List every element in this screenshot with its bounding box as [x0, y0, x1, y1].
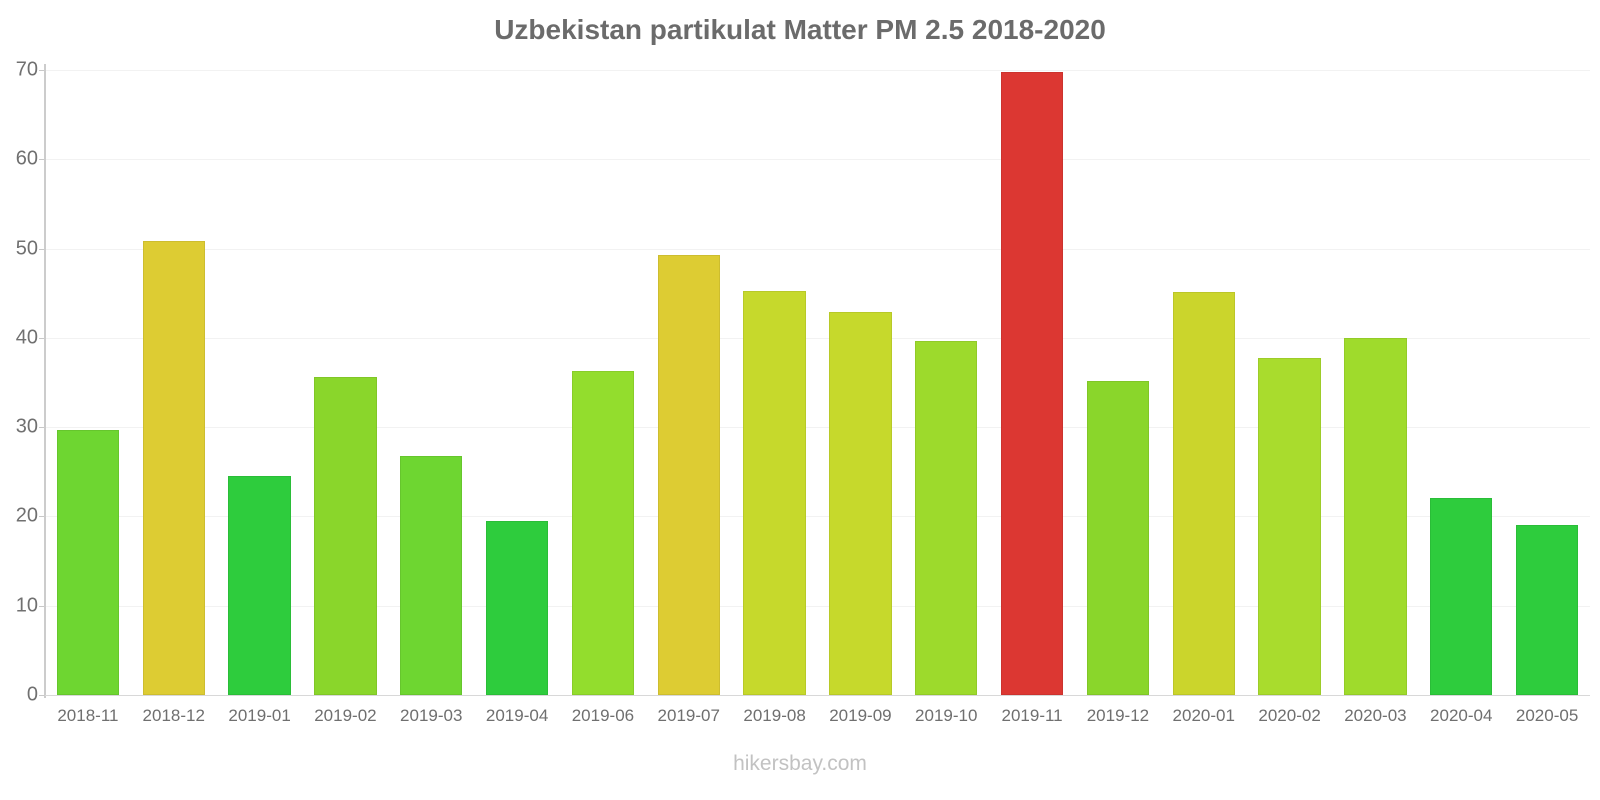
bar-2020-02[interactable] — [1258, 358, 1321, 695]
gridline — [45, 70, 1590, 71]
gridline — [45, 605, 1590, 607]
watermark-label: hikersbay.com — [733, 752, 867, 775]
gridline — [45, 248, 1590, 250]
bar-2019-03[interactable] — [400, 455, 463, 695]
x-axis-line — [45, 695, 1590, 696]
y-axis-tick-label: 70 — [15, 58, 38, 81]
y-axis-tick-mark — [39, 248, 45, 250]
gridline — [45, 427, 1590, 429]
x-axis-tick-label: 2020-03 — [1344, 706, 1407, 725]
bar-2019-12[interactable] — [1086, 380, 1150, 695]
x-axis-tick-label: 2019-09 — [829, 706, 892, 725]
bar-2019-02[interactable] — [314, 377, 377, 695]
y-axis-tick-mark — [39, 695, 45, 696]
y-axis-tick-label: 30 — [15, 415, 38, 438]
bar-2020-03[interactable] — [1344, 337, 1407, 695]
gridline — [45, 337, 1590, 339]
bar-2019-01[interactable] — [228, 476, 291, 695]
x-axis-tick-label: 2019-01 — [228, 706, 291, 725]
y-axis-tick-label: 0 — [26, 683, 38, 706]
y-axis-tick-mark — [39, 516, 45, 518]
y-axis-tick-mark — [39, 605, 45, 607]
y-axis-tick-label: 50 — [15, 237, 38, 260]
y-axis-tick-label: 20 — [15, 504, 38, 527]
x-axis-tick-label: 2019-10 — [915, 706, 978, 725]
x-axis-tick-label: 2019-03 — [400, 706, 463, 725]
y-axis-tick-mark — [39, 70, 45, 71]
bar-2019-11[interactable] — [1000, 71, 1064, 695]
bar-2019-10[interactable] — [915, 340, 978, 695]
x-axis-tick-label: 2020-05 — [1515, 706, 1579, 725]
x-axis-tick-label: 2020-01 — [1172, 706, 1235, 725]
bar-2018-11[interactable] — [56, 429, 120, 695]
x-axis-tick-label: 2018-11 — [57, 706, 119, 725]
x-axis-tick-label: 2019-06 — [571, 706, 635, 725]
bar-2019-09[interactable] — [829, 311, 892, 695]
y-axis-tick-label: 60 — [15, 147, 38, 170]
y-axis-tick-label: 10 — [15, 594, 38, 617]
bars-plot-area — [45, 70, 1590, 695]
y-axis-tick-mark — [39, 159, 45, 161]
bar-2019-04[interactable] — [485, 520, 549, 695]
y-axis-tick-mark — [39, 337, 45, 339]
x-axis-tick-label: 2020-02 — [1258, 706, 1321, 725]
bar-2019-07[interactable] — [657, 254, 720, 695]
y-axis-line — [44, 64, 46, 698]
bar-2018-12[interactable] — [142, 240, 205, 695]
y-axis-tick-mark — [39, 427, 45, 429]
y-axis-tick-label: 40 — [15, 326, 38, 349]
x-axis-tick-label: 2019-02 — [314, 706, 377, 725]
bar-2020-05[interactable] — [1515, 525, 1579, 695]
bar-2019-06[interactable] — [571, 370, 635, 695]
x-axis-tick-label: 2019-11 — [1001, 706, 1063, 725]
bar-2020-01[interactable] — [1172, 292, 1235, 695]
bar-2020-04[interactable] — [1430, 497, 1493, 695]
x-axis-tick-label: 2019-07 — [657, 706, 720, 725]
x-axis-tick-label: 2019-08 — [743, 706, 806, 725]
x-axis-tick-label: 2019-04 — [485, 706, 549, 725]
gridline — [45, 159, 1590, 161]
bar-2019-08[interactable] — [743, 290, 806, 695]
page-title: Uzbekistan partikulat Matter PM 2.5 2018… — [494, 14, 1106, 45]
x-axis-tick-label: 2019-12 — [1086, 706, 1150, 725]
x-axis-tick-label: 2020-04 — [1430, 706, 1493, 725]
gridline — [45, 516, 1590, 518]
x-axis-tick-label: 2018-12 — [142, 706, 205, 725]
